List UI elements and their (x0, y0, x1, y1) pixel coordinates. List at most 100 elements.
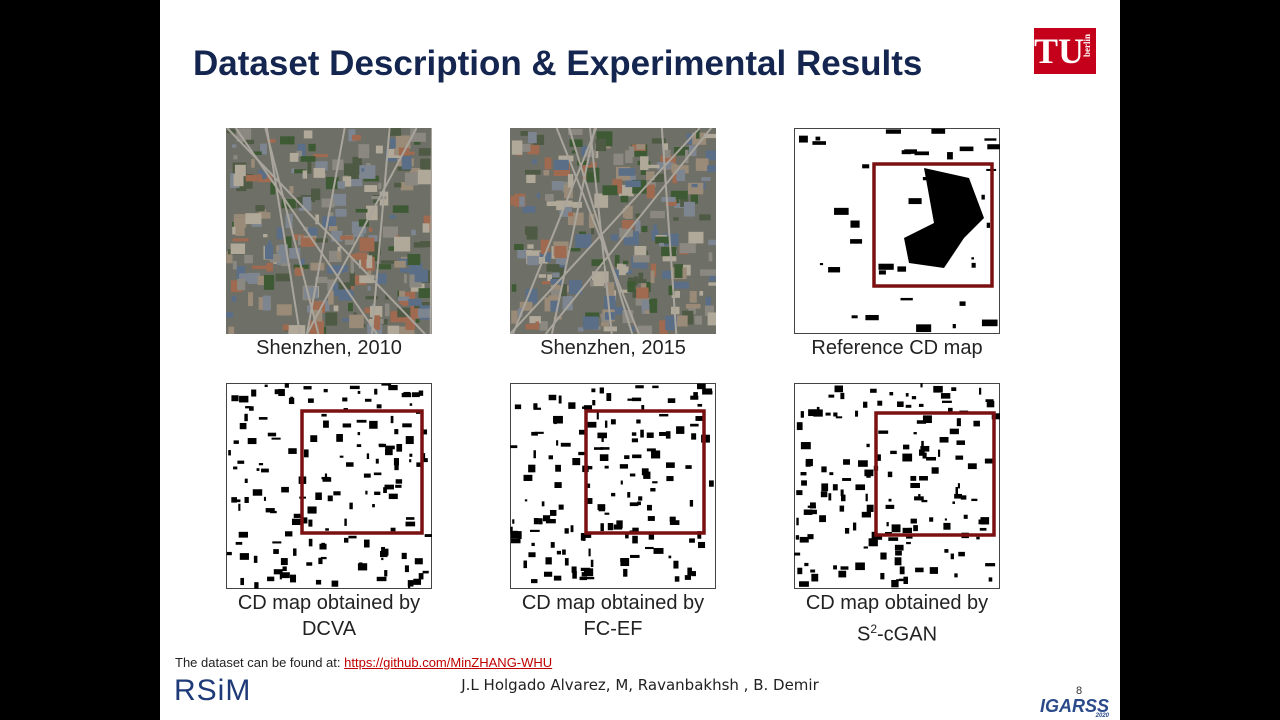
change-blob (604, 465, 609, 469)
image-patch (231, 296, 237, 303)
change-blob (800, 411, 804, 418)
change-blob (284, 383, 289, 388)
image-patch (394, 145, 402, 156)
image-patch (673, 147, 690, 156)
change-blob (271, 437, 281, 440)
image-patch (394, 182, 402, 188)
change-blob (929, 517, 934, 522)
change-blob (611, 492, 616, 497)
change-blob (921, 499, 928, 503)
change-blob (524, 499, 528, 502)
image-patch (400, 182, 414, 191)
image-patch (699, 214, 711, 221)
change-blob (580, 533, 586, 541)
image-patch (355, 252, 368, 260)
change-blob (373, 472, 382, 476)
image-patch (600, 322, 610, 327)
image-patch (394, 260, 406, 268)
image-patch (651, 229, 659, 241)
change-blob (365, 490, 368, 495)
change-blob (877, 400, 883, 406)
image-patch (232, 238, 249, 242)
change-blob (913, 432, 917, 435)
change-blob (685, 465, 692, 469)
image-patch (670, 190, 688, 200)
image-patch (621, 266, 629, 272)
image-patch (672, 165, 689, 174)
image-patch (555, 255, 567, 265)
change-blob (695, 416, 704, 421)
change-blob (919, 476, 928, 481)
change-blob (931, 128, 946, 134)
image-patch (358, 144, 370, 159)
change-blob (940, 393, 951, 399)
image-patch (563, 200, 573, 207)
change-blob (871, 531, 876, 540)
image-patch (542, 281, 557, 285)
change-blob (423, 453, 426, 460)
change-blob (829, 472, 834, 476)
change-blob (878, 270, 886, 275)
image-patch (351, 221, 367, 234)
change-blob (545, 557, 552, 565)
change-blob (797, 567, 803, 575)
change-blob (819, 263, 824, 266)
image-patch (511, 140, 523, 155)
caption: CD map obtained by S2-cGAN (767, 590, 1027, 648)
change-blob (911, 396, 917, 400)
image-patch (689, 291, 697, 303)
change-blob (632, 454, 642, 459)
image-patch (308, 143, 316, 152)
dataset-link[interactable]: https://github.com/MinZHANG-WHU (344, 655, 553, 670)
change-blob (308, 538, 313, 547)
image-patch (403, 274, 407, 284)
image-patch (278, 244, 288, 256)
change-blob (878, 263, 894, 270)
change-blob (816, 406, 820, 415)
change-blob (333, 491, 341, 496)
change-blob (529, 529, 540, 532)
change-blob (949, 428, 959, 435)
image-patch (695, 158, 709, 171)
image-patch (419, 241, 432, 248)
change-blob (624, 455, 630, 460)
change-blob (401, 552, 407, 560)
change-blob (363, 473, 371, 478)
image-patch (672, 281, 689, 289)
image-patch (603, 283, 607, 289)
change-blob (697, 403, 703, 407)
image-patch (610, 234, 618, 241)
image-patch (294, 169, 307, 174)
image-patch (276, 304, 292, 316)
image-patch (294, 267, 304, 276)
image-patch (638, 272, 644, 284)
change-blob (288, 448, 297, 454)
change-blob (915, 567, 924, 573)
image-patch (682, 310, 694, 325)
image-patch (257, 212, 271, 219)
change-blob (896, 579, 904, 582)
change-blob (291, 518, 302, 526)
change-blob (385, 445, 395, 450)
tu-logo-sub: berlin (1082, 34, 1092, 58)
change-blob (890, 450, 897, 455)
image-patch (289, 185, 294, 194)
change-blob (402, 423, 412, 428)
change-blob (254, 582, 259, 589)
image-patch (332, 193, 347, 206)
change-blob (958, 551, 965, 557)
change-blob (904, 168, 984, 268)
change-blob (631, 438, 639, 443)
road (234, 128, 378, 334)
image-patch (351, 135, 361, 141)
road (370, 128, 391, 334)
change-blob (939, 436, 949, 443)
change-blob (984, 138, 997, 141)
image-patch (384, 303, 390, 317)
image-patch (261, 171, 267, 179)
change-blob (585, 498, 593, 504)
image-patch (237, 278, 246, 291)
image-patch (325, 312, 338, 326)
change-blob (238, 531, 248, 538)
change-blob (623, 568, 628, 577)
